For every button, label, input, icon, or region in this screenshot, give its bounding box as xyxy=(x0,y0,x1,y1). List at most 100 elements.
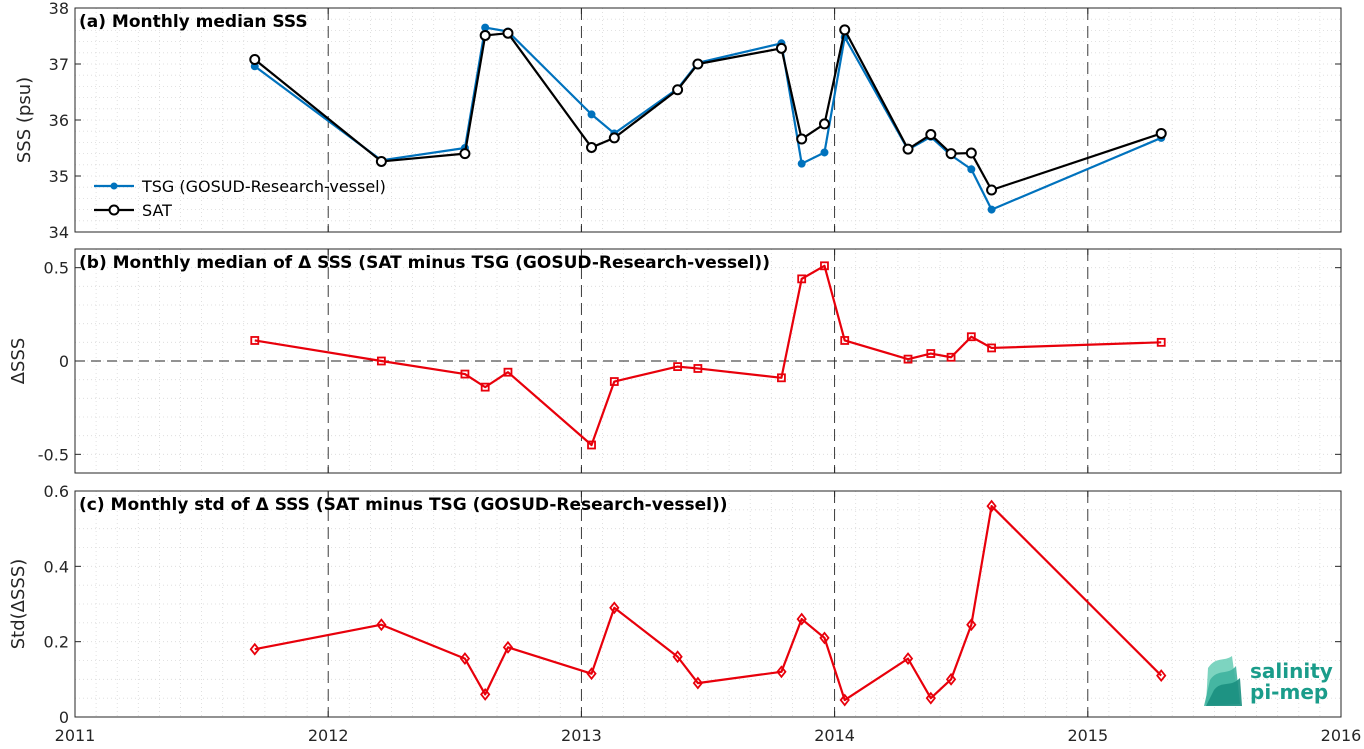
panel-b: -0.5 0 0.5 ΔSSS (b) Monthly median of Δ SSS … xyxy=(8,248,1342,474)
y-tick-label: 0 xyxy=(59,708,69,727)
data-point xyxy=(777,373,786,383)
data-point xyxy=(903,354,913,364)
data-point xyxy=(249,54,261,66)
y-ticks: 34 35 36 37 38 xyxy=(49,0,1341,242)
data-point xyxy=(459,652,471,666)
data-point xyxy=(839,24,851,36)
data-point xyxy=(986,499,997,513)
legend-entry: SAT xyxy=(142,201,172,220)
y-tick-label: 0.6 xyxy=(44,482,69,501)
x-tick-label: 2016 xyxy=(1321,726,1362,745)
x-tick-label: 2012 xyxy=(308,726,349,745)
y-tick-label: 37 xyxy=(49,55,69,74)
series-line xyxy=(254,504,1163,702)
y-tick-label: 36 xyxy=(49,111,69,130)
data-point xyxy=(376,618,387,632)
data-point xyxy=(840,336,850,345)
panel-a: 34 35 36 37 38 SSS (psu) (a) Monthly median SS… xyxy=(14,0,1342,242)
data-point xyxy=(820,148,829,157)
data-point xyxy=(376,356,386,366)
data-point xyxy=(966,332,976,342)
data-point xyxy=(776,665,787,679)
data-point xyxy=(925,691,936,705)
legend-marker xyxy=(108,204,120,216)
data-point xyxy=(692,58,704,70)
salinity-pimep-logo: salinity pi-mep xyxy=(1204,656,1333,706)
y-axis-label: ΔSSS xyxy=(8,338,29,385)
data-point xyxy=(479,29,491,41)
data-point xyxy=(608,132,620,144)
data-point xyxy=(480,687,491,701)
data-point xyxy=(609,601,620,615)
grid xyxy=(75,7,1341,233)
data-point xyxy=(672,650,683,664)
legend-entry: TSG (GOSUD-Research-vessel) xyxy=(141,177,386,196)
data-point xyxy=(819,631,830,645)
data-point xyxy=(459,148,471,160)
data-point xyxy=(692,676,704,690)
series-delta-1 xyxy=(250,261,1166,450)
y-tick-label: -0.5 xyxy=(38,445,69,464)
panel-title: (c) Monthly std of Δ SSS (SAT minus TSG … xyxy=(79,495,727,515)
data-point xyxy=(945,148,957,160)
legend-marker xyxy=(110,182,118,190)
data-point xyxy=(586,141,598,153)
data-point xyxy=(818,118,830,130)
data-point xyxy=(375,155,387,167)
data-point xyxy=(926,349,936,358)
y-tick-label: 38 xyxy=(49,0,69,18)
data-point xyxy=(1155,127,1167,139)
data-point xyxy=(587,440,596,450)
data-point xyxy=(586,667,597,681)
legend: TSG (GOSUD-Research-vessel) SAT xyxy=(94,177,386,220)
data-point xyxy=(820,261,829,271)
data-point xyxy=(249,642,260,656)
data-point xyxy=(797,274,807,284)
y-tick-label: 35 xyxy=(49,167,69,186)
y-tick-label: 34 xyxy=(49,223,69,242)
x-tick-label: 2013 xyxy=(561,726,602,745)
series-delta-2 xyxy=(249,499,1167,707)
data-point xyxy=(986,184,998,196)
panel-c: 0 0.2 0.4 0.6 2011 2012 2013 2014 2015 2016 Std(ΔS… xyxy=(8,482,1361,745)
y-ticks: 0 0.2 0.4 0.6 xyxy=(44,482,1341,727)
logo-line-pimep: pi-mep xyxy=(1250,680,1328,704)
series-line xyxy=(254,264,1162,447)
data-point xyxy=(693,364,703,373)
y-tick-label: 0.4 xyxy=(44,557,69,576)
data-point xyxy=(987,343,996,353)
data-point xyxy=(967,165,976,174)
data-point xyxy=(503,367,513,377)
y-tick-label: 0.5 xyxy=(44,259,69,278)
data-point xyxy=(965,147,977,159)
data-point xyxy=(673,362,683,372)
data-point xyxy=(1156,669,1167,683)
data-point xyxy=(250,336,260,345)
data-point xyxy=(902,652,914,666)
y-ticks: -0.5 0 0.5 xyxy=(38,259,1341,464)
chart-panels: 34 35 36 37 38 SSS (psu) (a) Monthly median SS… xyxy=(8,0,1361,745)
data-point xyxy=(987,205,996,214)
data-point xyxy=(839,693,850,707)
data-point xyxy=(796,133,808,145)
data-point xyxy=(946,352,956,362)
data-point xyxy=(460,369,470,379)
data-point xyxy=(966,618,977,632)
logo-line-salinity: salinity xyxy=(1250,659,1333,683)
axes-box xyxy=(74,490,1342,718)
data-point xyxy=(587,110,596,119)
panel-title: (a) Monthly median SSS xyxy=(79,12,308,32)
data-point xyxy=(502,640,514,654)
y-axis-label: Std(ΔSSS) xyxy=(8,559,29,650)
data-point xyxy=(502,27,514,39)
y-tick-label: 0 xyxy=(59,352,69,371)
data-point xyxy=(609,377,619,386)
data-point xyxy=(797,159,806,168)
x-tick-label: 2014 xyxy=(814,726,855,745)
data-point xyxy=(902,143,914,155)
x-tick-label: 2011 xyxy=(55,726,96,745)
data-point xyxy=(796,612,807,626)
x-tick-label: 2015 xyxy=(1067,726,1108,745)
